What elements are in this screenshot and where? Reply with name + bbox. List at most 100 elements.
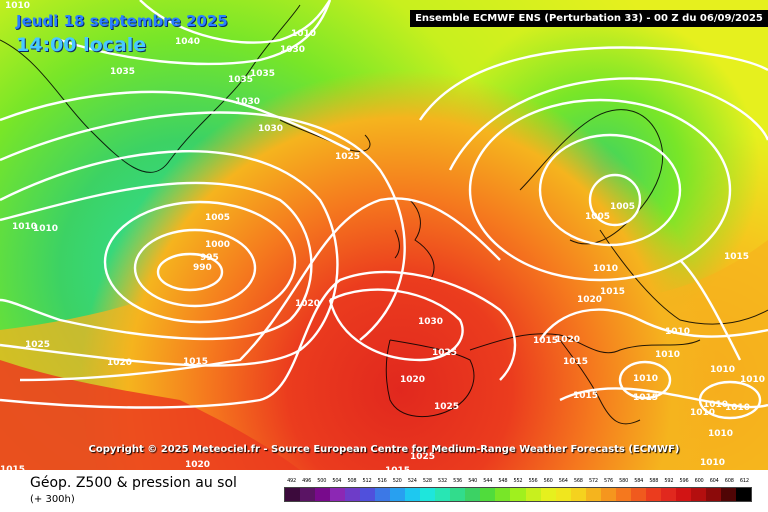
scale-label: 608	[724, 478, 734, 484]
scale-swatch	[420, 488, 436, 501]
copyright-notice: Copyright © 2025 Meteociel.fr - Source E…	[88, 444, 680, 455]
isobar-1015-east	[539, 308, 768, 341]
pressure-labels: 1010 1040 1030 1010 1035 1035 1035 1030 …	[0, 1, 765, 470]
iso-1010-a: 1010	[5, 1, 30, 11]
scale-label: 568	[573, 478, 583, 484]
scale-swatch	[360, 488, 376, 501]
product-title: Géop. Z500 & pression au sol	[30, 475, 237, 491]
isobar-990	[156, 252, 224, 292]
scale-swatch	[285, 488, 301, 501]
scale-swatch	[675, 488, 691, 501]
iso-1030-a: 1030	[280, 45, 305, 55]
scale-label: 564	[558, 478, 568, 484]
scale-label: 520	[392, 478, 402, 484]
iso-1020-e: 1020	[577, 295, 602, 305]
scale-label: 584	[634, 478, 644, 484]
scale-label: 508	[347, 478, 357, 484]
isobar-1040	[139, 0, 331, 44]
scale-label: 552	[513, 478, 523, 484]
scale-label: 580	[619, 478, 629, 484]
scale-label: 548	[498, 478, 508, 484]
iso-1035-b: 1035	[250, 69, 275, 79]
scale-label: 600	[694, 478, 704, 484]
iso-1025-e: 1025	[410, 452, 435, 462]
iso-1010-b: 1010	[291, 29, 316, 39]
scale-swatch	[720, 488, 736, 501]
scale-label: 588	[649, 478, 659, 484]
iso-1005-b: 1005	[585, 212, 610, 222]
isobar-1010-turkey	[698, 380, 762, 420]
scale-swatch	[330, 488, 346, 501]
iso-995: 995	[200, 253, 219, 263]
scale-label: 496	[302, 478, 312, 484]
iso-1020-c: 1020	[400, 375, 425, 385]
scale-label: 536	[453, 478, 463, 484]
isobar-1005-core	[588, 173, 642, 227]
scale-label: 560	[543, 478, 553, 484]
color-scale: 492 496 500 504 508 512 516 520 524 528 532 536 540 5…	[284, 478, 752, 502]
scale-swatch	[315, 488, 331, 501]
scale-swatch	[435, 488, 451, 501]
isobar-1030	[0, 90, 351, 152]
iso-1010-f: 1010	[665, 327, 690, 337]
scale-swatch	[405, 488, 421, 501]
iso-1030-c: 1030	[258, 124, 283, 134]
iso-1025-b: 1025	[25, 340, 50, 350]
scale-label: 512	[362, 478, 372, 484]
iso-1010-j: 1010	[740, 375, 765, 385]
scale-label: 528	[422, 478, 432, 484]
iso-1040: 1040	[175, 37, 200, 47]
scale-swatch	[690, 488, 706, 501]
forecast-date: Jeudi 18 septembre 2025	[16, 12, 228, 30]
isobar-1015-russia	[679, 259, 742, 361]
isobar-1020	[19, 197, 501, 382]
scale-swatch	[450, 488, 466, 501]
iso-1015-e: 1015	[533, 336, 558, 346]
scale-swatch	[630, 488, 646, 501]
isobar-1025	[0, 270, 517, 409]
iso-1000: 1000	[205, 240, 230, 250]
iso-1020-f: 1020	[555, 335, 580, 345]
scale-swatch	[570, 488, 586, 501]
iso-990: 990	[193, 263, 212, 273]
iso-1025-a: 1025	[335, 152, 360, 162]
scale-swatch	[390, 488, 406, 501]
scale-swatch	[660, 488, 676, 501]
isobar-1015-north	[448, 77, 768, 171]
iso-1025-d: 1025	[434, 402, 459, 412]
iso-1010-m: 1010	[690, 408, 715, 418]
iso-1015-b: 1015	[385, 466, 410, 470]
scale-label: 524	[407, 478, 417, 484]
isobar-995	[133, 228, 257, 308]
scale-swatch	[345, 488, 361, 501]
isobar-1010-north	[468, 98, 732, 282]
iso-1010-e: 1010	[593, 264, 618, 274]
isobar-1020-north	[419, 46, 768, 121]
isobar-1010-east	[559, 387, 768, 409]
isobar-1030-high	[328, 288, 464, 362]
scale-label: 596	[679, 478, 689, 484]
iso-1015-f: 1015	[563, 357, 588, 367]
iso-1010-d: 1010	[33, 224, 58, 234]
scale-label: 604	[709, 478, 719, 484]
isobar-1000	[103, 200, 297, 324]
scale-swatch	[375, 488, 391, 501]
iso-1005-a: 1005	[205, 213, 230, 223]
iso-1005-c: 1005	[610, 202, 635, 212]
iso-1010-k: 1010	[703, 400, 728, 410]
iso-1010-c: 1010	[12, 222, 37, 232]
scale-label: 540	[468, 478, 478, 484]
isobar-1035	[59, 0, 332, 66]
scale-label: 504	[332, 478, 342, 484]
isobar-1015	[0, 111, 406, 341]
iso-1010-h: 1010	[633, 374, 658, 384]
iso-1015-c: 1015	[600, 287, 625, 297]
scale-swatch	[585, 488, 601, 501]
scale-swatch	[600, 488, 616, 501]
scale-swatch	[705, 488, 721, 501]
iso-1035-c: 1035	[228, 75, 253, 85]
scale-swatch	[615, 488, 631, 501]
iso-1025-c: 1025	[432, 348, 457, 358]
product-subtitle: (+ 300h)	[30, 494, 75, 505]
